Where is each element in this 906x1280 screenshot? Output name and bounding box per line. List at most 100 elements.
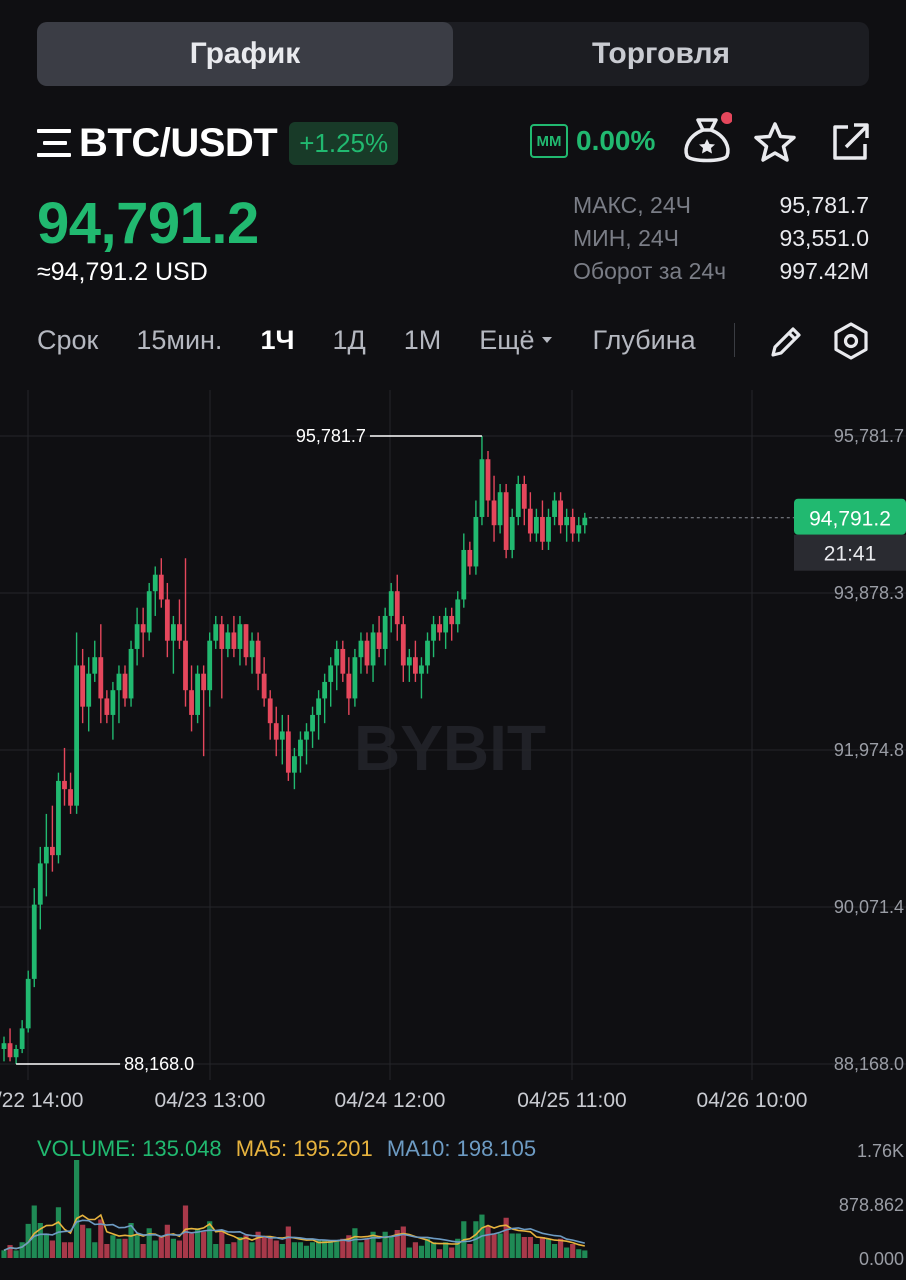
stat-high: 95,781.7 bbox=[779, 192, 869, 218]
volume-bar bbox=[406, 1247, 412, 1258]
candle-body bbox=[37, 863, 43, 905]
candle-body bbox=[419, 665, 424, 674]
candle-body bbox=[328, 665, 334, 682]
star-icon[interactable] bbox=[752, 120, 798, 166]
candle-body bbox=[164, 599, 170, 641]
candle-body bbox=[255, 640, 261, 674]
volume-bar bbox=[545, 1238, 552, 1258]
volume-bar bbox=[25, 1223, 31, 1258]
price-chart[interactable]: BYBIT 95,781.7 88,168.0 94,791.2 21:41 95,7… bbox=[0, 390, 906, 1280]
volume-bar bbox=[207, 1221, 213, 1258]
candle-body bbox=[570, 516, 576, 534]
time-axis: 04/22 14:00 04/23 13:00 04/24 12:00 04/25 1… bbox=[0, 1089, 807, 1112]
volume-bar bbox=[231, 1242, 237, 1258]
volume-bar bbox=[370, 1231, 376, 1258]
volume-bar bbox=[394, 1230, 400, 1258]
candle-body bbox=[134, 624, 140, 649]
candles bbox=[1, 436, 588, 1064]
volume-bar bbox=[31, 1205, 37, 1258]
volume-bar bbox=[582, 1250, 588, 1258]
mm-value: 0.00% bbox=[576, 125, 656, 156]
volume-bar bbox=[49, 1240, 55, 1258]
candle-body bbox=[364, 640, 370, 666]
volume-bar bbox=[412, 1242, 418, 1258]
candle-body bbox=[558, 500, 563, 526]
volume-bar bbox=[316, 1240, 322, 1258]
divider bbox=[733, 323, 735, 357]
volume-bar bbox=[551, 1244, 558, 1258]
pair-header: BTC/USDT +1.25% bbox=[37, 118, 399, 168]
menu-icon[interactable] bbox=[37, 129, 71, 157]
pair-symbol[interactable]: BTC/USDT bbox=[79, 120, 278, 165]
timeframe-1d[interactable]: 1Д bbox=[332, 324, 366, 355]
high-marker-label: 95,781.7 bbox=[296, 426, 366, 446]
chart-markers: 95,781.7 88,168.0 94,791.2 21:41 bbox=[16, 426, 906, 1074]
candle-body bbox=[491, 500, 497, 526]
volume-bar bbox=[195, 1228, 201, 1258]
volume-bar bbox=[213, 1244, 219, 1258]
tab-chart[interactable]: График bbox=[37, 22, 453, 86]
volume-bar bbox=[303, 1245, 310, 1258]
candle-body bbox=[285, 731, 291, 773]
countdown-tag bbox=[794, 534, 906, 571]
ma10-line bbox=[3, 1219, 585, 1252]
candle-body bbox=[479, 459, 485, 517]
time-tick: 04/25 11:00 bbox=[517, 1089, 626, 1112]
candle-body bbox=[231, 632, 237, 649]
depth-tab[interactable]: Глубина bbox=[592, 324, 696, 355]
volume-bar bbox=[437, 1249, 443, 1258]
money-bag-icon[interactable] bbox=[682, 110, 732, 166]
mm-indicator[interactable]: MM 0.00% bbox=[530, 124, 655, 158]
volume-bar bbox=[104, 1244, 110, 1258]
candle-body bbox=[576, 525, 582, 534]
candle-body bbox=[207, 640, 213, 691]
price-tick: 88,168.0 bbox=[834, 1054, 904, 1074]
timeframe-label: Срок bbox=[37, 324, 99, 355]
candle-body bbox=[13, 1048, 19, 1058]
volume-bar bbox=[297, 1242, 304, 1258]
candle-body bbox=[534, 516, 539, 534]
candle-body bbox=[527, 508, 533, 534]
volume-bar bbox=[43, 1233, 49, 1258]
timeframe-more[interactable]: Ещё bbox=[479, 325, 554, 356]
timeframe-1m[interactable]: 1М bbox=[403, 324, 442, 355]
volume-bar bbox=[1, 1250, 7, 1258]
volume-bar bbox=[430, 1242, 437, 1258]
caret-down-icon bbox=[541, 337, 552, 343]
share-icon[interactable] bbox=[828, 120, 872, 164]
settings-icon[interactable] bbox=[830, 320, 872, 362]
volume-bar bbox=[140, 1244, 146, 1258]
candle-body bbox=[195, 673, 200, 715]
volume-bar bbox=[146, 1228, 152, 1258]
timeframe-15m[interactable]: 15мин. bbox=[136, 324, 223, 355]
volume-bar bbox=[539, 1237, 546, 1258]
volume-bar bbox=[164, 1224, 170, 1258]
candle-body bbox=[431, 624, 436, 641]
price-axis: 95,781.7 93,878.3 91,974.8 90,071.4 88,168.0 bbox=[834, 426, 904, 1074]
volume-bar bbox=[352, 1228, 358, 1258]
time-tick: 04/24 12:00 bbox=[335, 1089, 446, 1112]
candle-body bbox=[183, 640, 188, 691]
volume-bar bbox=[279, 1244, 285, 1258]
pencil-icon[interactable] bbox=[766, 322, 806, 362]
candle-body bbox=[92, 657, 98, 674]
volume-bar bbox=[201, 1231, 207, 1258]
volume-bar bbox=[13, 1250, 19, 1258]
volume-bar bbox=[358, 1242, 364, 1258]
stat-turnover-label: Оборот за 24ч bbox=[573, 258, 727, 284]
volume-chart: 1.76K 878.862 0.000 bbox=[1, 1141, 904, 1269]
volume-bar bbox=[455, 1238, 461, 1258]
candle-body bbox=[225, 632, 231, 649]
last-price: 94,791.2 bbox=[37, 191, 259, 256]
candle-body bbox=[19, 1028, 25, 1049]
stat-low: 93,551.0 bbox=[779, 225, 869, 251]
timeframe-more-label: Ещё bbox=[479, 324, 535, 355]
candle-body bbox=[413, 657, 418, 674]
candle-body bbox=[189, 690, 194, 715]
volume-bar bbox=[424, 1238, 431, 1258]
volume-bar bbox=[255, 1231, 261, 1258]
tab-trade[interactable]: Торговля bbox=[591, 37, 731, 70]
candle-body bbox=[201, 673, 207, 691]
candle-body bbox=[449, 615, 455, 625]
timeframe-1h[interactable]: 1Ч bbox=[260, 324, 295, 355]
